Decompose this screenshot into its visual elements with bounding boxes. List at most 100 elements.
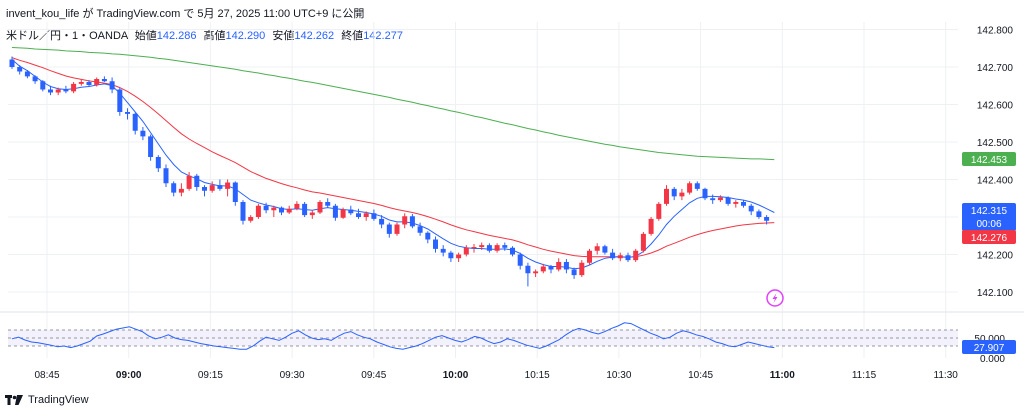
- candle-body: [440, 248, 446, 253]
- candle-body: [679, 192, 685, 197]
- candle: [140, 127, 146, 141]
- candle: [109, 77, 115, 94]
- candle: [694, 181, 700, 191]
- candle-body: [471, 247, 477, 248]
- time-tick-label: 11:00: [770, 370, 795, 381]
- candle: [9, 56, 15, 69]
- candle: [748, 203, 754, 216]
- candle-body: [279, 207, 284, 213]
- candle: [71, 82, 77, 94]
- candle-body: [463, 247, 469, 255]
- candle: [733, 200, 739, 208]
- candle: [394, 222, 400, 236]
- candle-body: [425, 232, 431, 240]
- candle: [741, 200, 746, 208]
- candle-body: [217, 185, 223, 189]
- candle: [325, 198, 331, 208]
- candle-body: [317, 202, 323, 213]
- candle: [617, 252, 623, 262]
- candle: [710, 194, 716, 204]
- candle-body: [248, 217, 254, 221]
- last-price-tag: [962, 203, 1016, 231]
- time-tick-label: 11:15: [852, 370, 877, 381]
- candle: [117, 87, 123, 116]
- candle-body: [733, 202, 739, 204]
- candle-body: [571, 269, 577, 276]
- price-tick-label: 142.800: [977, 26, 1014, 37]
- ma-long-tag: [962, 152, 1016, 166]
- price-axis[interactable]: 142.800 142.700 142.600 142.500 142.400 142.3…: [974, 26, 1013, 366]
- candle: [356, 208, 361, 219]
- lightning-icon[interactable]: [766, 289, 784, 307]
- symbol-label[interactable]: 米ドル／円・1・OANDA: [6, 30, 128, 42]
- candle-body: [132, 113, 138, 131]
- candle: [255, 203, 261, 219]
- candle: [533, 269, 539, 277]
- candle: [348, 205, 354, 216]
- candle: [764, 215, 770, 225]
- candle-body: [225, 182, 231, 189]
- candle: [725, 196, 731, 206]
- candle: [579, 260, 585, 277]
- candle: [40, 80, 46, 92]
- candle: [24, 70, 30, 79]
- candle: [494, 243, 500, 253]
- candle: [171, 181, 177, 197]
- footer-brand[interactable]: TradingView: [28, 394, 89, 406]
- osc-value-text: 27.907: [974, 343, 1005, 354]
- candle-body: [263, 205, 269, 211]
- candle: [540, 263, 546, 274]
- candle-body: [617, 255, 623, 259]
- candle: [717, 195, 723, 202]
- candle-body: [178, 188, 184, 193]
- candle: [679, 188, 685, 201]
- candle: [294, 201, 300, 211]
- candlesticks: [9, 56, 770, 287]
- tradingview-logo-icon[interactable]: [5, 394, 23, 406]
- candle: [94, 77, 100, 87]
- candle-body: [671, 188, 677, 197]
- time-tick-label: 10:00: [443, 370, 469, 381]
- candle: [456, 252, 462, 262]
- candle: [209, 181, 215, 193]
- candle: [263, 202, 269, 214]
- candle-body: [255, 205, 261, 217]
- candle-body: [533, 271, 539, 274]
- time-tick-label: 09:00: [116, 370, 142, 381]
- candle: [63, 85, 69, 94]
- candle-body: [594, 246, 600, 251]
- candle-body: [502, 245, 508, 248]
- candle-body: [78, 82, 84, 84]
- candle-body: [117, 89, 123, 112]
- time-tick-label: 11:30: [934, 370, 959, 381]
- candle-body: [610, 252, 616, 259]
- candle: [463, 245, 469, 257]
- candle-body: [94, 79, 100, 85]
- time-axis[interactable]: 08:45 09:00 09:15 09:30 09:45 10:00 10:15 10:30…: [34, 370, 958, 381]
- candle: [640, 232, 646, 253]
- candle-body: [9, 59, 15, 67]
- candle-body: [741, 202, 746, 206]
- candle: [594, 243, 600, 255]
- candle-body: [764, 217, 770, 221]
- candle: [178, 183, 184, 197]
- candle: [486, 243, 492, 253]
- candle-body: [725, 197, 731, 204]
- candle-body: [340, 209, 346, 218]
- candle: [279, 206, 284, 216]
- ma-long-tag-text: 142.453: [971, 155, 1008, 166]
- candle-body: [433, 239, 438, 249]
- candle-body: [232, 182, 238, 202]
- candle-body: [194, 175, 200, 187]
- candle: [148, 134, 154, 161]
- candle-body: [171, 183, 177, 193]
- time-tick-label: 09:15: [198, 370, 223, 381]
- candle-body: [63, 89, 69, 92]
- candle: [625, 252, 631, 262]
- candle: [163, 164, 169, 187]
- candle-body: [40, 81, 46, 90]
- candle-body: [748, 205, 754, 212]
- candle: [363, 211, 369, 221]
- candle-body: [494, 245, 500, 251]
